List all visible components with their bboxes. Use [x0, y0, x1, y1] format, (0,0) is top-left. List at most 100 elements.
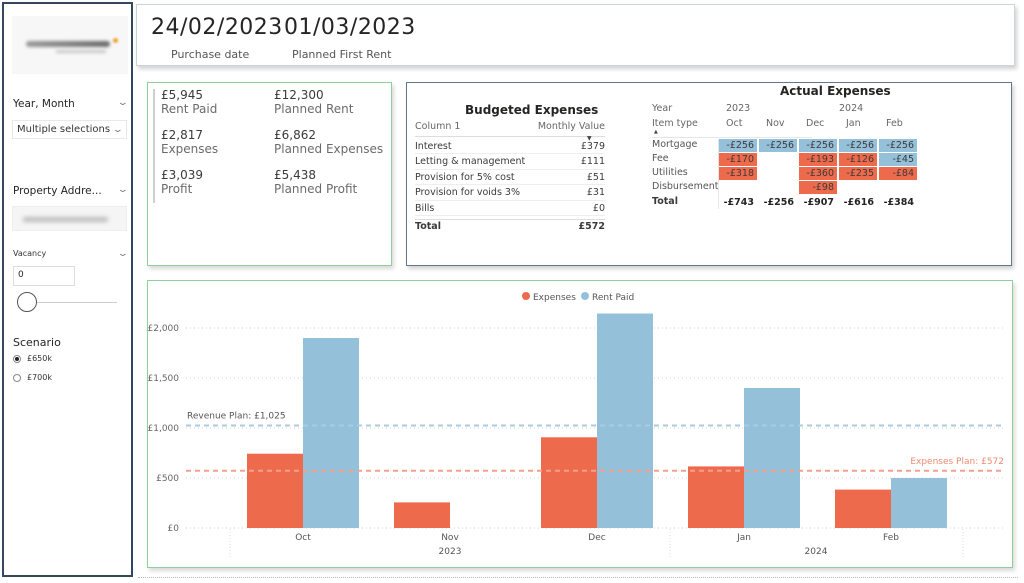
budgeted-header-row: Column 1 Monthly Value	[415, 121, 605, 137]
budgeted-row: Letting & management £111	[415, 155, 605, 170]
matrix-cell: -£256	[759, 139, 797, 152]
legend-rent-paid-label[interactable]: Rent Paid	[592, 293, 634, 303]
matrix-total-cell: -£384	[883, 197, 914, 208]
column-header[interactable]: Column 1	[415, 121, 461, 132]
header-card: 24/02/2023 Purchase date 01/03/2023 Plan…	[136, 4, 1015, 66]
legend-expenses-label[interactable]: Expenses	[533, 293, 576, 303]
actual-expenses-title: Actual Expenses	[780, 84, 891, 98]
kpi-value: £6,862	[274, 128, 316, 142]
bar-rent-paid-dec[interactable]	[597, 313, 653, 529]
matrix-cell: -£256	[839, 139, 877, 152]
radio-unselected-icon[interactable]	[13, 373, 21, 382]
row-value: £0	[592, 202, 605, 214]
matrix-cell: -£45	[879, 153, 917, 166]
bar-expenses-feb[interactable]	[835, 489, 891, 528]
page-divider	[138, 577, 1018, 578]
x-tick-label: Feb	[883, 533, 899, 543]
kpi-label: Rent Paid	[161, 102, 218, 116]
vacancy-input[interactable]: 0	[13, 266, 75, 286]
matrix-total-label: Total	[652, 196, 678, 207]
matrix-cell: -£126	[839, 153, 877, 166]
matrix-row-label[interactable]: Mortgage	[652, 139, 698, 150]
kpi-planned-profit: £5,438 Planned Profit	[274, 168, 357, 196]
kpi-label: Planned Rent	[274, 102, 354, 116]
kpi-rent-paid: £5,945 Rent Paid	[161, 88, 217, 116]
expenses-vs-rent-chart-card: Expenses Rent Paid £0 £500 £1,000 £1,500 £2,…	[147, 280, 1013, 568]
scenario-option-650k[interactable]: £650k	[13, 354, 52, 363]
property-address-slicer-header[interactable]: Property Addre... ⌄	[13, 185, 130, 197]
bar-expenses-dec[interactable]	[541, 437, 597, 528]
kpi-card: £5,945 Rent Paid £12,300 Planned Rent £2…	[147, 82, 392, 266]
legend-rent-paid-swatch[interactable]	[581, 292, 589, 300]
bar-expenses-jan[interactable]	[688, 466, 744, 528]
year-2023[interactable]: 2023	[726, 103, 751, 114]
month-header[interactable]: Dec	[806, 118, 825, 129]
matrix-cell	[719, 181, 757, 194]
matrix-cell: -£235	[839, 167, 877, 180]
kpi-value: £2,817	[161, 128, 203, 142]
column-header-sorted[interactable]: Monthly Value	[537, 121, 605, 132]
row-value: £51	[586, 171, 605, 183]
month-header[interactable]: Feb	[886, 118, 903, 129]
company-logo	[12, 16, 128, 74]
month-header[interactable]: Jan	[846, 118, 861, 129]
expenses-vs-rent-chart: Expenses Rent Paid £0 £500 £1,000 £1,500 £2,…	[148, 292, 1004, 559]
chevron-down-icon[interactable]: ⌄	[117, 249, 130, 259]
sort-ascending-icon[interactable]: ▲	[654, 129, 658, 135]
y-tick-label: £2,000	[148, 324, 179, 334]
y-tick-label: £1,500	[148, 374, 179, 384]
chevron-down-icon[interactable]: ⌄	[117, 98, 130, 108]
legend-expenses-swatch[interactable]	[522, 292, 530, 300]
matrix-cell: -£256	[719, 139, 757, 152]
matrix-cell: -£98	[799, 181, 837, 194]
row-value: £31	[586, 187, 605, 198]
y-tick-label: £1,000	[148, 424, 179, 434]
y-tick-label: £500	[156, 474, 179, 484]
planned-first-rent-value: 01/03/2023	[284, 15, 416, 40]
sort-descending-icon[interactable]: ▼	[587, 135, 592, 142]
chevron-down-icon: ⌄	[112, 124, 125, 135]
revenue-plan-label: Revenue Plan: £1,025	[187, 412, 286, 422]
month-header[interactable]: Nov	[766, 118, 785, 129]
radio-selected-icon[interactable]	[13, 354, 21, 363]
total-value: £572	[578, 221, 605, 232]
expenses-plan-label: Expenses Plan: £572	[910, 457, 1004, 467]
bar-rent-paid-feb[interactable]	[891, 478, 947, 528]
item-type-header[interactable]: Item type	[652, 118, 698, 129]
matrix-total-cell: -£256	[763, 197, 794, 208]
vacancy-slicer-header: Vacancy ⌄	[13, 249, 130, 259]
scenario-option-700k[interactable]: £700k	[13, 373, 52, 382]
total-label: Total	[415, 221, 441, 232]
vacancy-slider-track[interactable]	[29, 302, 117, 303]
matrix-cell	[879, 181, 917, 194]
matrix-cell	[759, 167, 797, 180]
bar-rent-paid-jan[interactable]	[744, 388, 800, 528]
matrix-total-cell: -£907	[803, 197, 834, 208]
chart-legend: Expenses Rent Paid	[522, 292, 634, 303]
chevron-down-icon[interactable]: ⌄	[117, 185, 130, 195]
filter-pane: Year, Month ⌄ Multiple selections ⌄ Prop…	[2, 2, 133, 577]
expenses-tables-card: Budgeted Expenses Column 1 Monthly Value…	[406, 82, 1012, 266]
month-header[interactable]: Oct	[726, 118, 743, 129]
matrix-cell: -£256	[799, 139, 837, 152]
vacancy-slider-handle[interactable]	[17, 292, 37, 312]
property-address-dropdown[interactable]	[12, 206, 127, 231]
year-month-dropdown[interactable]: Multiple selections ⌄	[12, 120, 127, 139]
bar-rent-paid-oct[interactable]	[303, 338, 359, 528]
year-2024[interactable]: 2024	[839, 103, 864, 114]
year-month-slicer-header[interactable]: Year, Month ⌄	[13, 98, 130, 110]
x-tick-label: Nov	[441, 533, 459, 543]
matrix-cell	[759, 153, 797, 166]
matrix-total-cell: -£616	[843, 197, 874, 208]
kpi-value: £5,438	[274, 168, 316, 182]
matrix-row-label[interactable]: Utilities	[652, 167, 688, 178]
y-tick-label: £0	[168, 524, 180, 534]
row-label: Provision for voids 3%	[415, 187, 521, 198]
x-tick-label: Jan	[736, 533, 751, 543]
matrix-row-label[interactable]: Fee	[652, 153, 669, 164]
kpi-value: £12,300	[274, 88, 324, 102]
bar-expenses-oct[interactable]	[247, 453, 303, 528]
bar-expenses-nov[interactable]	[394, 502, 450, 528]
matrix-row-label[interactable]: Disbursement	[652, 181, 719, 192]
scenario-option-label: £700k	[27, 373, 52, 382]
